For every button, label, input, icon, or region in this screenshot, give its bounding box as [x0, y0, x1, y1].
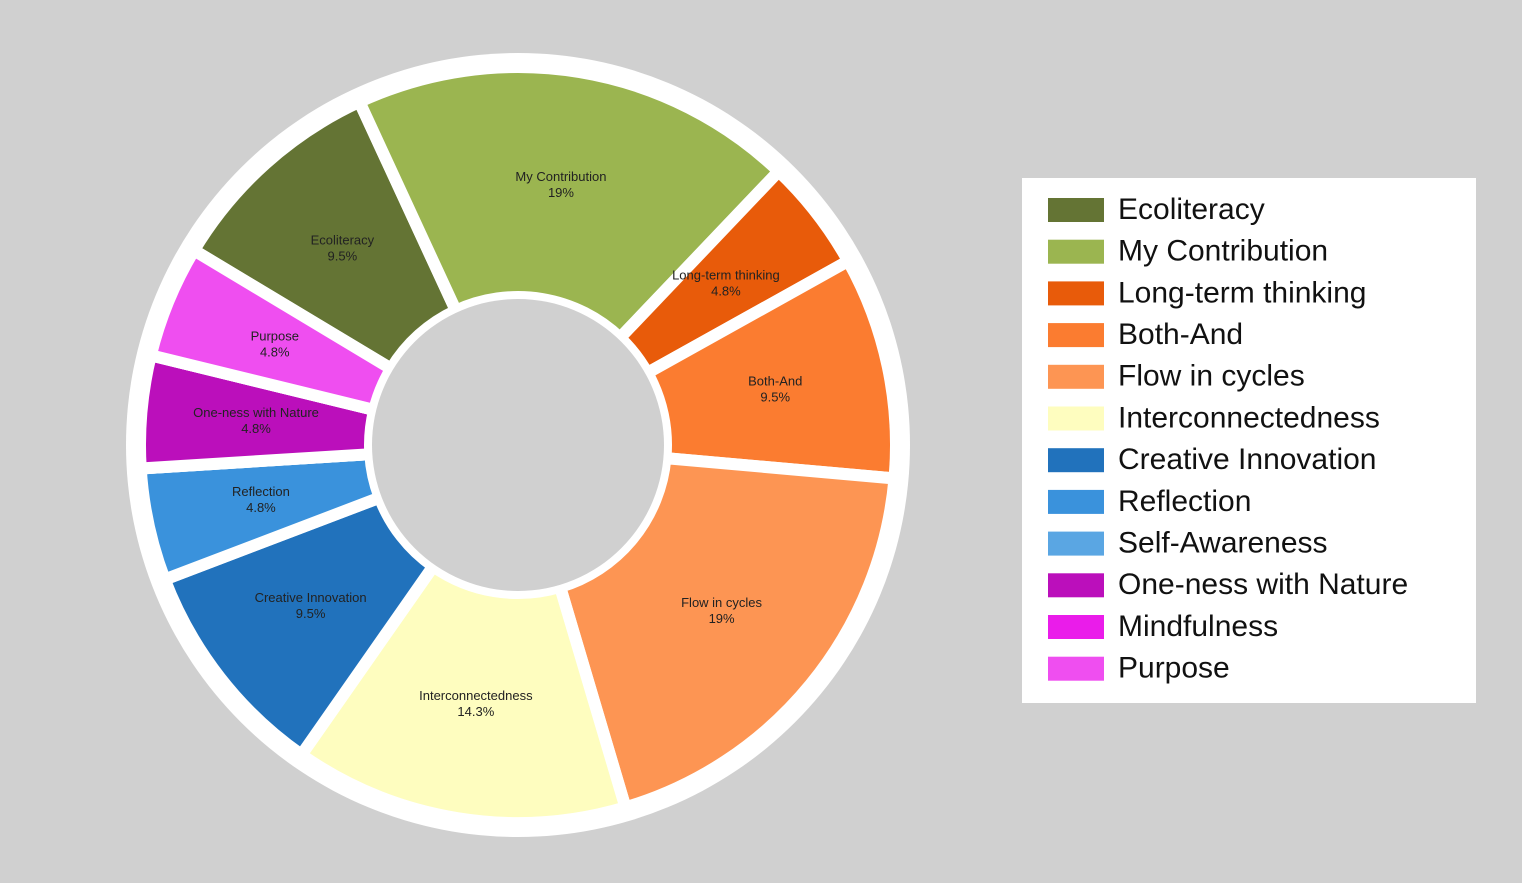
slice-value-label: 9.5%: [296, 606, 326, 621]
legend-label: Self-Awareness: [1118, 527, 1328, 560]
slice: [293, 557, 633, 829]
legend-swatch: [1048, 239, 1104, 264]
slice-label: Flow in cycles: [681, 595, 762, 610]
slice-label: Purpose: [251, 328, 299, 343]
legend: Ecoliteracy My Contribution Long-term thin…: [1048, 193, 1408, 685]
slice-label: Creative Innovation: [255, 590, 367, 605]
slice-label: Reflection: [232, 484, 290, 499]
slice: [156, 489, 442, 764]
slice-value-label: 14.3%: [457, 704, 494, 719]
legend-label: Ecoliteracy: [1118, 193, 1265, 226]
donut-hole: [372, 299, 664, 591]
legend-label: Long-term thinking: [1118, 276, 1366, 309]
slice: [185, 93, 464, 378]
slice-value-label: 19%: [548, 185, 574, 200]
slice: [351, 61, 788, 347]
legend-label: One-ness with Nature: [1118, 568, 1408, 601]
legend-label: Mindfulness: [1118, 610, 1278, 643]
slice-label: Ecoliteracy: [311, 233, 375, 248]
slice: [552, 451, 902, 815]
slice-value-label: 4.8%: [241, 421, 271, 436]
slice-label: One-ness with Nature: [193, 405, 319, 420]
legend-swatch: [1048, 573, 1104, 598]
legend-swatch: [1048, 323, 1104, 348]
slices: [134, 61, 902, 829]
legend-swatch: [1048, 281, 1104, 306]
slice: [639, 252, 902, 485]
slice: [143, 242, 400, 418]
legend-swatch: [1048, 364, 1104, 389]
slice-label: Both-And: [748, 374, 802, 389]
slice-value-label: 9.5%: [760, 390, 790, 405]
legend-label: Creative Innovation: [1118, 443, 1377, 476]
slice-value-label: 19%: [709, 611, 735, 626]
slice-value-label: 4.8%: [711, 283, 741, 298]
legend-swatch: [1048, 615, 1104, 639]
legend-label: Interconnectedness: [1118, 401, 1380, 434]
legend-label: Flow in cycles: [1118, 360, 1305, 393]
legend-swatch: [1048, 198, 1104, 222]
slice-label: Interconnectedness: [419, 688, 533, 703]
legend-label: Both-And: [1118, 318, 1243, 351]
legend-swatch: [1048, 406, 1104, 431]
legend-label: Reflection: [1118, 485, 1251, 518]
legend-swatch: [1048, 489, 1104, 514]
slice-label: Long-term thinking: [672, 267, 780, 282]
legend-swatch: [1048, 448, 1104, 473]
slice-value-label: 4.8%: [260, 344, 290, 359]
slice-value-label: 4.8%: [246, 500, 276, 515]
slice-label: My Contribution: [515, 169, 606, 184]
legend-label: My Contribution: [1118, 235, 1328, 268]
slice-value-label: 9.5%: [328, 249, 358, 264]
legend-label: Purpose: [1118, 652, 1230, 685]
legend-swatch: [1048, 531, 1104, 556]
legend-swatch: [1048, 656, 1104, 681]
